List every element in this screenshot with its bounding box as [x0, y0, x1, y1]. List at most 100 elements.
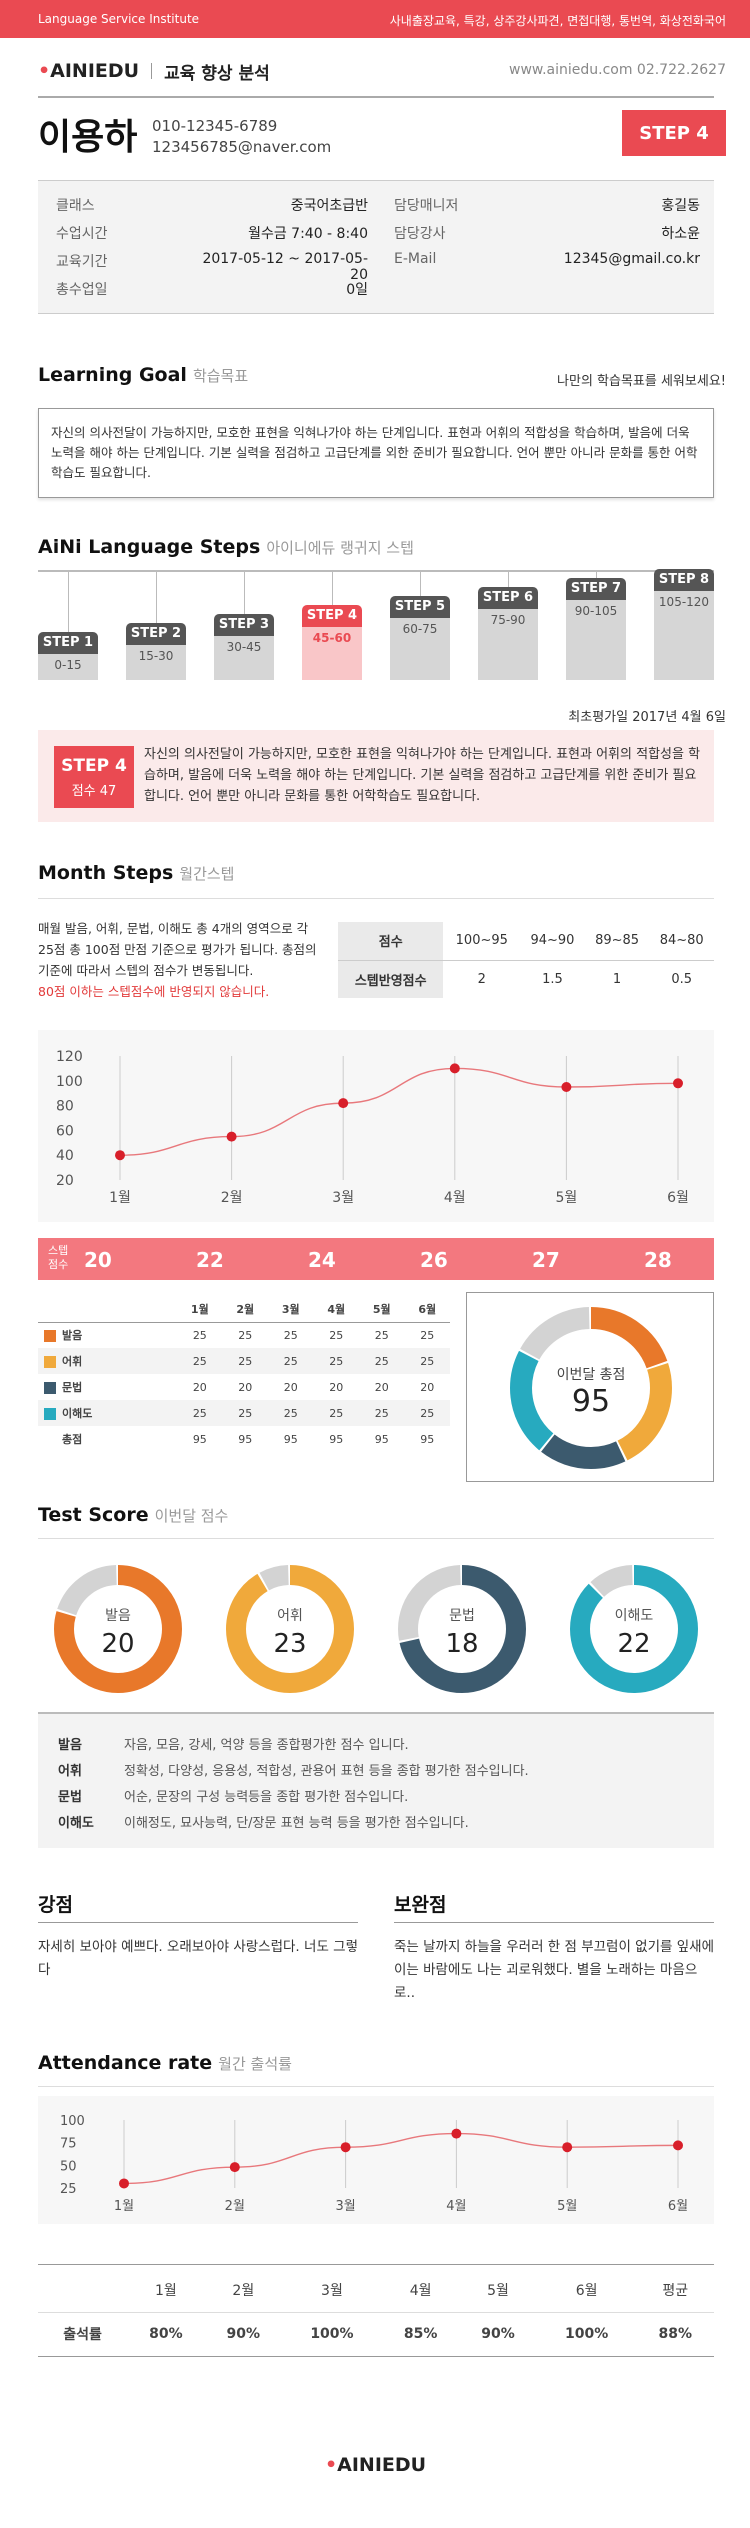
step-tag: STEP 5	[390, 596, 450, 618]
info-key: 총수업일	[56, 282, 108, 298]
info-value: 2017-05-12 ~ 2017-05-20	[202, 251, 368, 283]
data-point	[115, 1150, 125, 1161]
donut-value: 95	[572, 1384, 610, 1419]
attendance-cell: 90%	[204, 2312, 282, 2357]
learning-goal-title: Learning Goal 학습목표	[38, 364, 249, 386]
step-result-box	[38, 730, 714, 822]
score-cell: 25	[283, 1328, 298, 1342]
test-score-title: Test Score 이번달 점수	[38, 1504, 229, 1526]
row-label: 총점	[62, 1433, 83, 1446]
donut-segment	[510, 1307, 672, 1469]
desc-value: 이해정도, 묘사능력, 단/장문 표현 능력 등을 평가한 점수입니다.	[124, 1816, 469, 1831]
attendance-head-cell: 4월	[381, 2268, 460, 2313]
result-step-badge: STEP 4 점수 47	[54, 746, 134, 808]
test-score-donut: 이해도 22	[554, 1554, 714, 1704]
series-line	[119, 1067, 679, 1156]
x-tick-label: 1월	[114, 2199, 134, 2214]
step-tag: STEP 4	[302, 605, 362, 627]
step-range: 90-105	[566, 600, 626, 680]
x-tick-label: 5월	[556, 1190, 578, 1206]
step-range: 60-75	[390, 618, 450, 680]
score-cell: 25	[192, 1406, 207, 1420]
info-value: 홍길동	[661, 198, 700, 214]
x-tick-label: 3월	[332, 1190, 354, 1206]
attendance-table: 1월 2월 3월 4월 5월 6월 평균 출석률 80% 90% 100% 85% 90% 100% 88%	[38, 2268, 714, 2357]
data-point	[338, 1098, 349, 1109]
score-cell: 20	[192, 1380, 207, 1394]
score-reflect-table: 점수 100~95 94~90 89~85 84~80 스텝반영점수 2 1.5 1 0.5	[338, 922, 714, 998]
band-value: 26	[420, 1248, 448, 1272]
score-cell: 25	[329, 1354, 344, 1368]
table-row: 어휘 25 25 25 25 25 25	[38, 1348, 450, 1374]
donut-label: 발음	[105, 1608, 131, 1624]
row-label: 문법	[62, 1381, 83, 1394]
info-value: 월수금 7:40 - 8:40	[248, 226, 368, 242]
score-cell: 95	[283, 1432, 298, 1446]
report-title: 교육 향상 분석	[164, 63, 270, 84]
score-cell: 95	[420, 1432, 435, 1446]
step-range: 75-90	[478, 609, 538, 680]
row-label: 이해도	[62, 1407, 93, 1420]
month-warning: 80점 이하는 스텝점수에 반영되지 않습니다.	[38, 984, 270, 999]
footer-logo[interactable]: •AINIEDU	[325, 2454, 427, 2476]
attendance-head-cell: 3월	[282, 2268, 382, 2313]
goal-setting-link[interactable]: 나만의 학습목표를 세워보세요!	[557, 374, 726, 389]
score-cell: 25	[420, 1406, 435, 1420]
institute-name: Language Service Institute	[38, 12, 200, 26]
step-range: 0-15	[38, 654, 98, 680]
table-row: 발음 25 25 25 25 25 25	[38, 1322, 450, 1348]
month-head-cell: 5월	[359, 1296, 405, 1323]
score-cell: 25	[420, 1328, 435, 1342]
y-tick-label: 100	[60, 2114, 85, 2129]
row-name: 어휘	[38, 1348, 177, 1374]
attendance-head-cell: 2월	[204, 2268, 282, 2313]
score-head-cell: 84~80	[649, 922, 714, 961]
attendance-head-cell: 1월	[127, 2268, 205, 2313]
score-cell: 25	[238, 1354, 253, 1368]
table-row: 이해도 25 25 25 25 25 25	[38, 1400, 450, 1426]
attendance-head-cell: 5월	[459, 2268, 537, 2313]
learning-goal-text: 자신의 의사전달이 가능하지만, 모호한 표현을 익혀나가야 하는 단계입니다.…	[38, 408, 714, 498]
score-cell: 95	[192, 1432, 207, 1446]
step-range: 45-60	[302, 627, 362, 680]
band-value: 27	[532, 1248, 560, 1272]
score-cell: 25	[192, 1328, 207, 1342]
header-logo: •AINIEDU 교육 향상 분석	[38, 56, 270, 86]
student-phone: 010-12345-6789	[152, 117, 278, 135]
score-cell: 20	[329, 1380, 344, 1394]
attendance-head-cell: 6월	[536, 2268, 637, 2313]
score-cell: 25	[374, 1354, 389, 1368]
band-value: 20	[84, 1248, 112, 1272]
y-tick-label: 60	[56, 1123, 74, 1139]
x-tick-label: 5월	[557, 2199, 577, 2214]
y-tick-label: 40	[56, 1148, 74, 1164]
info-key: 수업시간	[56, 226, 108, 242]
month-head-cell: 1월	[177, 1296, 223, 1323]
result-description: 자신의 의사전달이 가능하지만, 모호한 표현을 익혀나가야 하는 단계입니다.…	[144, 747, 701, 804]
x-tick-label: 6월	[667, 1190, 689, 1206]
donut-value: 18	[445, 1629, 478, 1659]
score-cell: 20	[374, 1380, 389, 1394]
y-tick-label: 120	[56, 1049, 83, 1065]
donut-label: 이해도	[615, 1608, 654, 1624]
legend-swatch	[44, 1330, 56, 1343]
y-tick-label: 50	[60, 2159, 77, 2174]
data-point	[449, 1063, 460, 1074]
data-point	[561, 1082, 572, 1092]
brand-logo[interactable]: •AINIEDU	[38, 60, 140, 82]
score-cell: 20	[238, 1380, 253, 1394]
score-row-cell: 1	[612, 971, 622, 987]
legend-swatch	[44, 1408, 56, 1420]
donut-label: 문법	[449, 1608, 475, 1624]
step-range: 105-120	[654, 591, 714, 680]
donut-value: 23	[273, 1629, 306, 1659]
score-head-cell: 점수	[338, 922, 444, 961]
score-cell: 25	[374, 1406, 389, 1420]
donut-segment	[510, 1307, 672, 1469]
current-step-badge: STEP 4	[622, 110, 726, 156]
row-name: 문법	[38, 1374, 177, 1400]
step-score-band: 스텝 점수 20 22 24 26 27 28	[38, 1238, 714, 1280]
score-cell: 25	[420, 1354, 435, 1368]
site-contact: www.ainiedu.com 02.722.2627	[509, 62, 726, 78]
score-row-cell: 1.5	[542, 971, 563, 987]
